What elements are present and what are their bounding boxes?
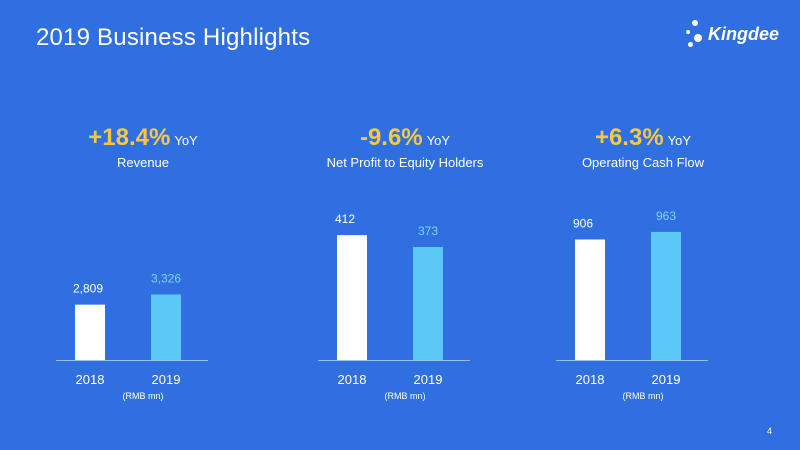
revenue-unit-label: (RMB mn) — [122, 391, 164, 401]
net-profit-unit-label: (RMB mn) — [384, 391, 426, 401]
value-label-2019: 963 — [656, 209, 676, 223]
revenue-yoy-label: YoY — [174, 133, 198, 148]
bar-2018 — [337, 235, 367, 360]
value-label-2018: 412 — [335, 212, 355, 226]
x-tick-label-2019: 2019 — [652, 372, 681, 387]
x-tick-label-2018: 2018 — [576, 372, 605, 387]
net-profit-yoy-label: YoY — [426, 133, 451, 148]
bar-2019 — [413, 246, 443, 360]
net-profit-bar-chart: 412 2018 373 2019 — [318, 212, 470, 387]
bar-2019 — [151, 294, 181, 360]
x-tick-label-2018: 2018 — [338, 372, 367, 387]
value-label-2019: 3,326 — [151, 271, 181, 285]
cash-flow-yoy-label: YoY — [667, 133, 692, 148]
cash-flow-headline: +6.3% YoY — [528, 124, 758, 152]
revenue-growth: +18.4% — [88, 124, 171, 151]
kingdee-logo: Kingdee — [686, 18, 786, 54]
revenue-metric-label: Revenue — [116, 155, 170, 170]
net-profit-panel: -9.6% YoY Net Profit to Equity Holders 41… — [290, 0, 520, 450]
net-profit-metric-label: Net Profit to Equity Holders — [326, 155, 484, 170]
cash-flow-bar-chart: 906 2018 963 2019 — [556, 209, 708, 387]
cash-flow-metric-label: Operating Cash Flow — [581, 155, 705, 170]
value-label-2018: 906 — [573, 217, 593, 231]
cash-flow-unit-label: (RMB mn) — [622, 391, 664, 401]
logo-dot-icon — [694, 34, 702, 42]
logo-dot-icon — [692, 20, 698, 26]
x-tick-label-2018: 2018 — [76, 372, 105, 387]
net-profit-growth: -9.6% — [359, 124, 423, 151]
bar-2019 — [651, 231, 681, 360]
value-label-2018: 2,809 — [73, 282, 103, 296]
bar-2018 — [575, 239, 605, 360]
logo-dot-icon — [686, 30, 690, 34]
net-profit-headline: -9.6% YoY — [290, 124, 520, 152]
cash-flow-growth: +6.3% — [594, 124, 664, 151]
cash-flow-panel: +6.3% YoY Operating Cash Flow 906 2018 963 2… — [528, 0, 758, 450]
page-title: 2019 Business Highlights — [36, 24, 311, 51]
revenue-headline: +18.4% YoY — [28, 124, 258, 152]
logo-dot-icon — [688, 42, 693, 47]
x-tick-label-2019: 2019 — [414, 372, 443, 387]
revenue-panel: +18.4% YoY Revenue 2,809 2018 3,326 2019 (RM… — [28, 0, 258, 450]
revenue-bar-chart: 2,809 2018 3,326 2019 — [56, 271, 208, 387]
value-label-2019: 373 — [418, 224, 438, 238]
x-tick-label-2019: 2019 — [152, 372, 181, 387]
page-number: 4 — [766, 426, 772, 436]
logo-text: Kingdee — [708, 24, 780, 44]
bar-2018 — [75, 304, 105, 360]
